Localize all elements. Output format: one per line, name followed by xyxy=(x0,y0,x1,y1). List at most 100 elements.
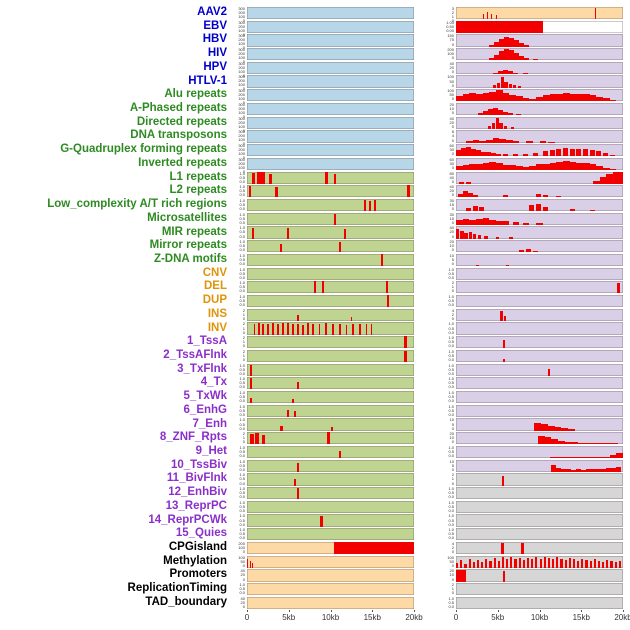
signal-bar xyxy=(345,324,348,335)
y-tick-label: 1.0 xyxy=(448,293,454,299)
y-tick-label: 60 xyxy=(449,156,454,162)
track-panel-left xyxy=(247,500,414,513)
signal-bar xyxy=(522,166,530,170)
track-panel-right xyxy=(456,61,623,74)
track-label: HTLV-1 xyxy=(188,74,227,87)
signal-bar xyxy=(604,443,612,445)
signal-bar xyxy=(509,49,515,61)
signal-bar xyxy=(476,164,483,170)
signal-bar xyxy=(257,171,266,184)
y-tick-label: 1.0 xyxy=(239,417,245,423)
signal-bar xyxy=(506,559,509,568)
track-row-dup: DUP 1.0 0.5 0.0 1.0 0.5 0.0 xyxy=(0,294,630,308)
track-panel-left xyxy=(247,363,414,376)
signal-bar xyxy=(293,411,296,417)
signal-bar xyxy=(556,148,562,157)
signal-bar xyxy=(477,113,483,116)
y-tick-label: 20 xyxy=(449,239,454,245)
signal-bar xyxy=(569,148,575,157)
signal-bar xyxy=(497,70,503,74)
signal-bar xyxy=(297,323,299,335)
signal-bar xyxy=(536,97,543,102)
signal-bar xyxy=(502,164,510,170)
signal-bar xyxy=(380,254,384,267)
signal-bar xyxy=(556,557,559,568)
track-row-mir-repeats: MIR repeats 1.0 0.5 0.0 40 20 0 xyxy=(0,226,630,240)
signal-bar xyxy=(564,560,567,568)
signal-bar xyxy=(524,58,530,61)
y-axis-ticks: 300 200 100 0 xyxy=(230,6,247,22)
signal-bar xyxy=(275,187,278,198)
y-tick-label: 300 xyxy=(238,129,245,135)
y-tick-label: 40 xyxy=(449,174,454,180)
track-row-7-enh: 7_Enh 1.0 0.5 0.0 10 5 0 xyxy=(0,418,630,432)
track-panel-left xyxy=(247,240,414,253)
track-panel-right xyxy=(456,391,623,404)
x-axis-row: 0 5kb 10kb 15kb 20kb 0 5kb 10kb 15kb 20kb xyxy=(0,609,630,626)
signal-bar xyxy=(492,108,498,116)
y-tick-label: 300 xyxy=(238,47,245,53)
signal-bar xyxy=(556,195,562,198)
signal-bar xyxy=(476,150,482,157)
track-panel-right xyxy=(456,144,623,157)
signal-bar xyxy=(581,469,587,472)
x-tick-label: 0 xyxy=(244,613,250,623)
track-row-1-tssa: 1_TssA 2 1 0 1.0 0.5 0.0 xyxy=(0,335,630,349)
x-tick-label: 20kb xyxy=(614,613,630,623)
y-tick-label: 5 xyxy=(451,256,454,262)
track-label: EBV xyxy=(203,19,227,32)
y-axis-ticks: 1.0 0.5 0.0 xyxy=(230,185,247,197)
y-tick-label: 1.0 xyxy=(239,390,245,396)
signal-bar xyxy=(262,435,266,445)
signal-bar xyxy=(489,91,497,102)
y-tick-label: 0.5 xyxy=(239,174,245,180)
y-tick-label: 1 xyxy=(242,435,245,441)
track-panel-right xyxy=(456,75,623,88)
y-tick-label: 200 xyxy=(238,160,245,166)
track-rows: AAV2 300 200 100 0 3 2 1 0 EBV 300 200 100 0 1.00 0.50 0… xyxy=(0,6,630,609)
track-row-z-dna-motifs: Z-DNA motifs 1.0 0.5 0.0 10 5 0 xyxy=(0,253,630,267)
y-tick-label: 0.0 xyxy=(239,521,245,527)
track-panel-left xyxy=(247,596,414,609)
signal-bar xyxy=(482,217,490,225)
y-axis-ticks: 30 15 0 xyxy=(414,212,456,225)
signal-bar xyxy=(297,462,300,472)
signal-bar xyxy=(516,114,522,116)
track-label: 12_EnhBiv xyxy=(168,486,227,499)
signal-bar xyxy=(472,206,478,212)
y-tick-label: 1 xyxy=(242,339,245,345)
track-label: 3_TxFlnk xyxy=(177,362,227,375)
signal-bar xyxy=(464,233,468,239)
y-tick-label: 0 xyxy=(242,86,245,92)
track-label: 10_TssBiv xyxy=(170,458,227,471)
track-panel-left xyxy=(247,432,414,445)
signal-bar xyxy=(576,94,583,102)
signal-bar xyxy=(502,339,506,349)
track-row-a-phased-repeats: A-Phased repeats 300 200 100 0 20 10 0 xyxy=(0,101,630,118)
signal-bar xyxy=(464,563,467,568)
y-tick-label: 20 xyxy=(449,101,454,107)
track-panel-left xyxy=(247,48,414,61)
signal-bar xyxy=(569,456,577,459)
signal-bar xyxy=(521,542,524,555)
signal-bar xyxy=(456,95,463,102)
track-panel-right xyxy=(456,198,623,212)
signal-bar xyxy=(536,223,543,225)
track-panel-right xyxy=(456,459,623,472)
signal-bar xyxy=(456,220,463,225)
signal-bar xyxy=(343,228,346,239)
y-axis-ticks: 100 50 0 xyxy=(414,555,456,568)
track-panel-left xyxy=(247,61,414,74)
track-row-g-quadruplex-forming-repeats: G-Quadruplex forming repeats 300 200 100 0 60… xyxy=(0,143,630,160)
y-axis-ticks: 1.0 0.5 0.0 xyxy=(414,336,456,348)
y-axis-ticks: 150 75 0 xyxy=(414,34,456,46)
y-axis-ticks: 1.0 0.5 0.0 xyxy=(230,473,247,485)
signal-bar xyxy=(479,207,485,212)
signal-bar xyxy=(508,84,512,88)
signal-bar xyxy=(596,151,602,157)
signal-bar xyxy=(460,560,463,568)
y-tick-label: 0.5 xyxy=(239,407,245,413)
signal-bar xyxy=(507,113,513,116)
